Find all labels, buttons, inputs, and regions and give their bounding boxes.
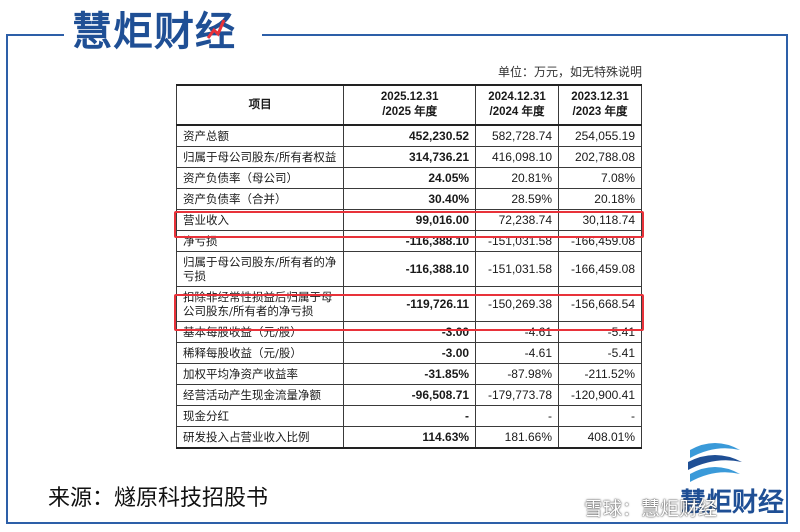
table-row: 营业收入 99,016.00 72,238.74 30,118.74	[175, 209, 642, 231]
row-label: 资产负债率（合并）	[175, 188, 345, 210]
value-2025: 30.40%	[343, 188, 477, 210]
row-label: 稀释每股收益（元/股）	[175, 342, 345, 364]
frame-right-line	[786, 34, 788, 524]
row-label: 经营活动产生现金流量净额	[175, 384, 345, 406]
value-2023: 7.08%	[558, 167, 642, 189]
logo-mark-icon	[688, 443, 742, 482]
table-row: 归属于母公司股东/所有者权益 314,736.21 416,098.10 202,78…	[175, 146, 642, 168]
frame-top-left-line	[6, 34, 64, 36]
row-label: 净亏损	[175, 230, 345, 252]
table-row: 资产负债率（合并） 30.40% 28.59% 20.18%	[175, 188, 642, 210]
value-2023: 408.01%	[558, 426, 642, 449]
value-2023: -5.41	[558, 342, 642, 364]
table-row: 净亏损 -116,388.10 -151,031.58 -166,459.08	[175, 230, 642, 252]
value-2025: -31.85%	[343, 363, 477, 385]
table-row: 基本每股收益（元/股） -3.00 -4.61 -5.41	[175, 321, 642, 343]
value-2023: -5.41	[558, 321, 642, 343]
watermark-text: 雪球：慧炬财经	[584, 498, 718, 520]
row-label: 加权平均净资产收益率	[175, 363, 345, 385]
table-row: 资产负债率（母公司） 24.05% 20.81% 7.08%	[175, 167, 642, 189]
row-label: 研发投入占营业收入比例	[175, 426, 345, 449]
value-2024: -179,773.78	[475, 384, 560, 406]
value-2024: -87.98%	[475, 363, 560, 385]
value-2024: -150,269.38	[475, 286, 560, 322]
table-row: 稀释每股收益（元/股） -3.00 -4.61 -5.41	[175, 342, 642, 364]
row-label: 基本每股收益（元/股）	[175, 321, 345, 343]
row-label: 资产负债率（母公司）	[175, 167, 345, 189]
value-2025: 452,230.52	[343, 124, 477, 147]
table-body: 资产总额 452,230.52 582,728.74 254,055.19 归属于母公司…	[175, 124, 642, 449]
value-2024: 28.59%	[475, 188, 560, 210]
row-label: 归属于母公司股东/所有者的净亏损	[175, 251, 345, 287]
table-row: 经营活动产生现金流量净额 -96,508.71 -179,773.78 -120,90…	[175, 384, 642, 406]
value-2023: 30,118.74	[558, 209, 642, 231]
header-2023: 2023.12.31 /2023 年度	[558, 84, 642, 126]
value-2023: -120,900.41	[558, 384, 642, 406]
value-2024: -	[475, 405, 560, 427]
row-label: 现金分红	[175, 405, 345, 427]
table-row: 扣除非经常性损益后归属于母公司股东/所有者的净亏损 -119,726.11 -150…	[175, 286, 642, 322]
table-header-row: 项目 2025.12.31 /2025 年度 2024.12.31 /2024 …	[175, 84, 642, 126]
value-2024: 416,098.10	[475, 146, 560, 168]
source-caption: 来源：燧原科技招股书	[48, 486, 269, 511]
value-2024: -4.61	[475, 342, 560, 364]
value-2024: -151,031.58	[475, 251, 560, 287]
brand-accent-icon	[206, 19, 226, 39]
unit-note: 单位：万元，如无特殊说明	[498, 65, 643, 79]
value-2023: -	[558, 405, 642, 427]
frame-left-line	[6, 34, 8, 524]
financial-table: 项目 2025.12.31 /2025 年度 2024.12.31 /2024 …	[175, 84, 642, 449]
table-row: 资产总额 452,230.52 582,728.74 254,055.19	[175, 124, 642, 147]
value-2024: 20.81%	[475, 167, 560, 189]
header-2025: 2025.12.31 /2025 年度	[343, 84, 477, 126]
value-2025: -116,388.10	[343, 251, 477, 287]
table-row: 现金分红 - - -	[175, 405, 642, 427]
frame-top-right-line	[262, 34, 788, 36]
value-2025: 114.63%	[343, 426, 477, 449]
row-label: 归属于母公司股东/所有者权益	[175, 146, 345, 168]
header-item: 项目	[175, 84, 345, 126]
brand-title: 慧炬财经	[72, 9, 236, 55]
value-2024: 181.66%	[475, 426, 560, 449]
value-2025: -	[343, 405, 477, 427]
row-label: 扣除非经常性损益后归属于母公司股东/所有者的净亏损	[175, 286, 345, 322]
value-2023: 254,055.19	[558, 124, 642, 147]
value-2024: -4.61	[475, 321, 560, 343]
value-2025: -96,508.71	[343, 384, 477, 406]
highlight-box-deducted-loss	[174, 294, 644, 331]
highlight-box-revenue	[174, 211, 644, 238]
value-2023: -156,668.54	[558, 286, 642, 322]
value-2023: 202,788.08	[558, 146, 642, 168]
value-2024: 582,728.74	[475, 124, 560, 147]
value-2023: -211.52%	[558, 363, 642, 385]
value-2025: 314,736.21	[343, 146, 477, 168]
logo-text: 慧炬财经	[680, 488, 785, 518]
table-row: 归属于母公司股东/所有者的净亏损 -116,388.10 -151,031.58 -1…	[175, 251, 642, 287]
value-2025: -3.00	[343, 342, 477, 364]
row-label: 资产总额	[175, 124, 345, 147]
table-row: 加权平均净资产收益率 -31.85% -87.98% -211.52%	[175, 363, 642, 385]
frame-bottom-line	[6, 522, 788, 524]
header-2024: 2024.12.31 /2024 年度	[475, 84, 560, 126]
value-2025: 24.05%	[343, 167, 477, 189]
value-2023: -166,459.08	[558, 251, 642, 287]
table-row: 研发投入占营业收入比例 114.63% 181.66% 408.01%	[175, 426, 642, 449]
value-2025: -119,726.11	[343, 286, 477, 322]
value-2023: 20.18%	[558, 188, 642, 210]
